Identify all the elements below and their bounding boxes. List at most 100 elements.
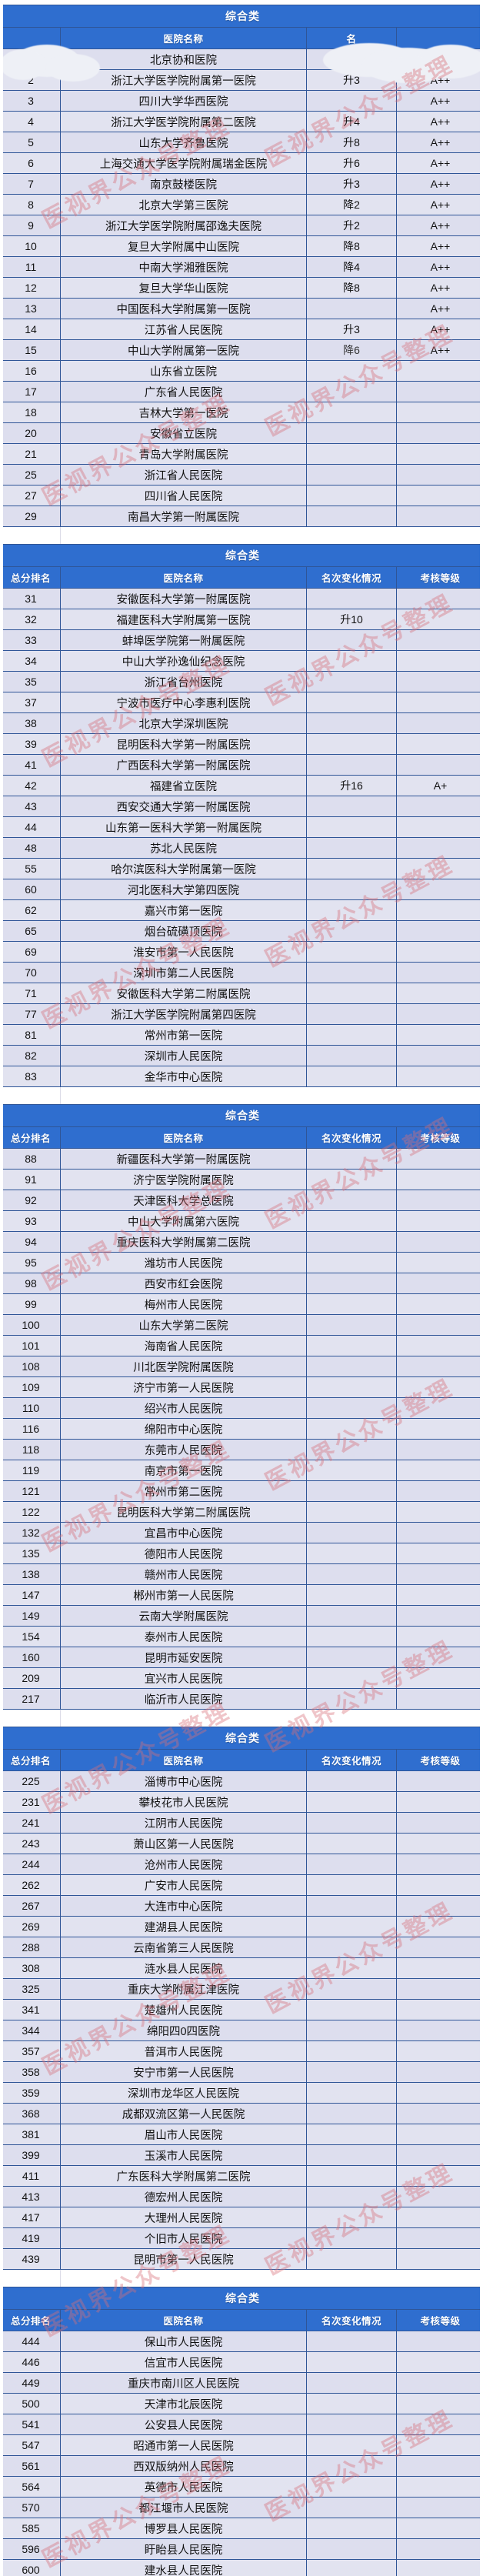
cell-hospital-name: 青岛大学附属医院 [60,443,307,465]
cell-hospital-name: 西安市红会医院 [60,1273,307,1294]
cell-hospital-name: 绵阳市中心医院 [60,1418,307,1440]
table-row: 547 昭通市第一人民医院 [1,2434,483,2456]
cell-hospital-name: 浙江大学医学院附属第二医院 [60,111,307,132]
cell-hospital-name: 广西医科大学第一附属医院 [60,754,307,776]
table-row: 15 中山大学附属第一医院 降6 A++ [1,339,483,361]
cell-grade [396,2124,483,2145]
table-row: 92 天津医科大学总医院 [1,1190,483,1211]
cell-hospital-name: 萧山区第一人民医院 [60,1833,307,1854]
table-row: 70 深圳市第二人民医院 [1,962,483,983]
cell-grade [396,2497,483,2518]
cell-rank-change [306,1231,397,1253]
cell-grade [396,2393,483,2414]
cell-hospital-name: 福建医科大学附属第一医院 [60,609,307,630]
section-banner-row: 综合类 [1,5,483,28]
cell-rank: 18 [1,402,61,423]
cell-grade [396,2559,483,2576]
cell-hospital-name: 安徽医科大学第二附属医院 [60,983,307,1004]
cell-grade [396,2248,483,2270]
cell-grade [396,2434,483,2456]
table-row: 267 大连市中心医院 [1,1895,483,1917]
cell-grade [396,1190,483,1211]
cell-rank-change [306,899,397,921]
cell-hospital-name: 盱眙县人民医院 [60,2538,307,2560]
cell-rank: 547 [1,2434,61,2456]
cell-rank-change [306,1480,397,1502]
cell-hospital-name: 眉山市人民医院 [60,2124,307,2145]
cell-grade [396,1460,483,1481]
cell-rank-change [306,1066,397,1087]
cell-grade [396,1169,483,1190]
cell-rank-change [306,1937,397,1958]
cell-hospital-name: 新疆医科大学第一附属医院 [60,1148,307,1170]
cell-rank: 600 [1,2559,61,2576]
cell-grade: A++ [396,173,483,195]
cell-rank: 31 [1,588,61,609]
cell-rank: 110 [1,1397,61,1419]
table-row: 38 北京大学深圳医院 [1,712,483,734]
cell-grade [396,1978,483,2000]
cell-rank-change [306,2165,397,2187]
cell-rank: 38 [1,712,61,734]
cell-hospital-name: 建湖县人民医院 [60,1916,307,1937]
cell-rank: 60 [1,879,61,900]
section-banner-row: 综合类 [1,2287,483,2310]
column-header-rank: 总分排名 [1,2309,61,2331]
cell-grade [396,1812,483,1834]
table-row: 561 西双版纳州人民医院 [1,2455,483,2477]
cell-grade [396,2020,483,2041]
cell-rank: 341 [1,1999,61,2020]
cell-rank: 262 [1,1874,61,1896]
cell-rank-change [306,650,397,672]
cell-hospital-name: 淄博市中心医院 [60,1770,307,1792]
cell-grade [396,2144,483,2166]
table-row: 83 金华市中心医院 [1,1066,483,1087]
table-row: 417 大理州人民医院 [1,2207,483,2228]
table-row: 43 西安交通大学第一附属医院 [1,796,483,817]
cell-grade [396,1916,483,1937]
cell-hospital-name: 英德市人民医院 [60,2476,307,2498]
cell-rank: 411 [1,2165,61,2187]
table-row: 135 德阳市人民医院 [1,1543,483,1564]
cell-rank: 419 [1,2227,61,2249]
table-row: 100 山东大学第二医院 [1,1314,483,1336]
cell-rank-change [306,2040,397,2062]
cell-hospital-name: 复旦大学附属中山医院 [60,235,307,257]
cell-rank-change [306,1563,397,1585]
cell-rank: 98 [1,1273,61,1294]
cell-hospital-name: 重庆市南川区人民医院 [60,2372,307,2394]
cell-rank: 308 [1,1957,61,1979]
table-row: 149 云南大学附属医院 [1,1605,483,1627]
cell-grade [396,1480,483,1502]
table-row: 160 昆明市延安医院 [1,1647,483,1668]
cell-hospital-name: 成都双流区第一人民医院 [60,2103,307,2124]
cell-rank: 149 [1,1605,61,1627]
cell-hospital-name: 赣州市人民医院 [60,1563,307,1585]
cell-hospital-name: 南京市第一医院 [60,1460,307,1481]
cell-hospital-name: 中山大学孙逸仙纪念医院 [60,650,307,672]
cell-grade [396,2331,483,2352]
table-row: 25 浙江省人民医院 [1,464,483,486]
section-banner-label: 综合类 [1,544,483,567]
cell-grade [396,1688,483,1710]
table-row: 34 中山大学孙逸仙纪念医院 [1,650,483,672]
cell-grade [396,2227,483,2249]
cell-rank-change: 升4 [306,111,397,132]
cell-hospital-name: 重庆医科大学附属第二医院 [60,1231,307,1253]
cell-grade [396,1148,483,1170]
cell-rank: 446 [1,2351,61,2373]
table-row: 10 复旦大学附属中山医院 降8 A++ [1,235,483,257]
cell-rank-change [306,1024,397,1046]
cell-hospital-name: 哈尔滨医科大学附属第一医院 [60,858,307,879]
cell-rank-change [306,2414,397,2435]
table-row: 16 山东省立医院 [1,360,483,382]
table-row: 95 潍坊市人民医院 [1,1252,483,1273]
ranking-table: 综合类 医院名称名北京协和医院 2 浙江大学医学院附属第一医院 升3 A++ 3 四川大学华西… [1,5,483,527]
cell-hospital-name: 苏北人民医院 [60,837,307,859]
ranking-table: 综合类 总分排名 医院名称 名次变化情况 考核等级 444 保山市人民医院 446 信宜市人民医… [1,2287,483,2576]
column-header-change: 名次变化情况 [306,1126,397,1149]
column-header-name: 医院名称 [60,1749,307,1771]
table-row: 8 北京大学第三医院 降2 A++ [1,194,483,215]
table-row: 570 都江堰市人民医院 [1,2497,483,2518]
cell-hospital-name: 广东省人民医院 [60,381,307,402]
